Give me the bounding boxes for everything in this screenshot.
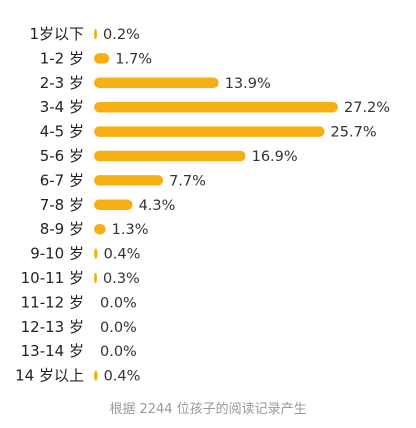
value-label: 16.9% [252,149,298,165]
bar [94,370,98,381]
value-label: 27.2% [344,100,390,116]
bar [94,272,97,284]
category-label: 7-8 岁 [40,196,84,214]
bar [94,248,98,259]
value-label: 0.4% [104,369,141,385]
category-label: 10-11 岁 [21,269,84,287]
value-label: 1.3% [112,222,149,238]
category-label: 5-6 岁 [40,147,84,165]
bar [94,199,133,211]
category-label: 4-5 岁 [40,123,84,141]
category-label: 2-3 岁 [40,74,84,92]
value-label: 13.9% [225,76,271,92]
value-label: 0.0% [100,320,137,336]
category-label: 8-9 岁 [40,220,84,238]
value-label: 0.0% [100,295,137,311]
category-label: 11-12 岁 [21,293,84,311]
value-label: 0.3% [103,271,140,287]
value-label: 1.7% [115,51,152,67]
value-label: 0.2% [103,27,140,43]
category-label: 3-4 岁 [40,98,84,116]
bar [94,126,325,137]
bar [94,77,219,89]
bar [94,101,338,113]
category-label: 6-7 岁 [40,171,84,189]
value-label: 25.7% [331,125,377,141]
bar [94,223,106,235]
category-label: 1岁以下 [29,25,84,43]
bar [94,53,110,64]
category-label: 9-10 岁 [30,245,84,263]
value-label: 0.4% [104,247,141,263]
category-label: 14 岁以上 [15,367,84,385]
value-label: 0.0% [100,344,137,360]
category-label: 1-2 岁 [40,49,84,67]
footnote: 根据 2244 位孩子的阅读记录产生 [109,402,307,417]
value-label: 7.7% [169,173,206,189]
bar [94,150,246,162]
bar [94,28,97,40]
value-label: 4.3% [139,198,176,214]
category-label: 13-14 岁 [21,342,84,360]
bar [94,175,164,186]
category-label: 12-13 岁 [21,318,84,336]
